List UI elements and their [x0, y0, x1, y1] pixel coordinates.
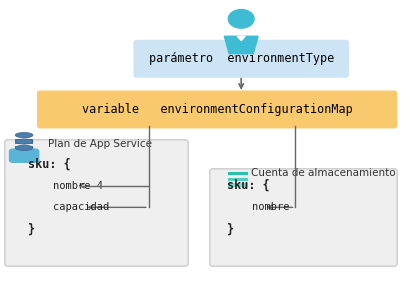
Polygon shape — [224, 36, 257, 54]
Text: nombre 4: nombre 4 — [28, 181, 103, 191]
FancyBboxPatch shape — [37, 90, 396, 128]
Bar — [227, 177, 247, 181]
Text: sku: {: sku: { — [227, 179, 269, 192]
Text: Cuenta de almacenamiento: Cuenta de almacenamiento — [251, 168, 395, 178]
Text: capacidad: capacidad — [28, 202, 109, 212]
Bar — [227, 171, 247, 175]
Text: }: } — [28, 223, 35, 235]
Polygon shape — [237, 36, 245, 41]
Text: }: } — [227, 223, 234, 235]
Ellipse shape — [15, 139, 33, 144]
FancyBboxPatch shape — [9, 148, 39, 163]
Text: nombre: nombre — [227, 202, 289, 212]
Ellipse shape — [15, 145, 33, 151]
Text: variable   environmentConfigurationMap: variable environmentConfigurationMap — [81, 103, 352, 116]
Circle shape — [228, 10, 253, 28]
FancyBboxPatch shape — [133, 40, 348, 78]
Bar — [15, 146, 33, 150]
Ellipse shape — [15, 133, 33, 138]
Text: parámetro  environmentType: parámetro environmentType — [148, 52, 333, 65]
Bar — [15, 139, 33, 144]
FancyBboxPatch shape — [5, 140, 188, 266]
FancyBboxPatch shape — [209, 169, 396, 266]
Bar — [227, 182, 247, 187]
Text: Plan de App Service: Plan de App Service — [48, 139, 152, 148]
Text: sku: {: sku: { — [28, 157, 71, 170]
